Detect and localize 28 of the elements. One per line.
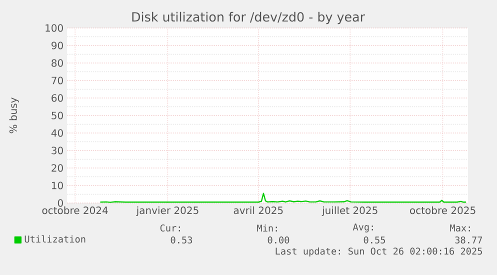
text: Avg: (352, 224, 373, 232)
x-tick-label: octobre 2025 (410, 206, 476, 214)
y-tick-label: 30 (52, 146, 63, 154)
text: Cur: (160, 224, 180, 232)
text: Last update: Sun Oct 26 02:00:16 2025 (276, 247, 482, 257)
y-tick-label: 40 (51, 129, 63, 137)
text: 38.77 (455, 236, 482, 244)
y-axis-title: % busy (9, 98, 19, 134)
x-tick-label: avril 2025 (234, 206, 283, 214)
x-tick-label: juillet 2025 (322, 206, 378, 216)
text: 0.00 (268, 236, 290, 244)
y-tick-label: 20 (52, 164, 63, 172)
legend-label: Utilization (24, 235, 86, 243)
y-tick-label: 0 (58, 199, 63, 207)
x-tick-label: octobre 2024 (42, 206, 108, 214)
y-tick-label: 10 (52, 182, 63, 190)
text: Max: (450, 224, 470, 232)
y-tick-label: 70 (52, 76, 63, 84)
y-tick-label: 60 (52, 94, 63, 102)
y-tick-label: 90 (52, 42, 63, 50)
y-tick-label: 80 (52, 59, 63, 67)
text: 0.53 (170, 236, 192, 244)
y-tick-label: 100 (46, 24, 63, 32)
y-tick-label: 50 (52, 112, 63, 120)
text: Min: (257, 224, 277, 232)
text: 0.55 (364, 236, 385, 244)
x-tick-label: janvier 2025 (136, 206, 198, 216)
chart-title: Disk utilization for /dev/zd0 - by year (132, 12, 366, 24)
